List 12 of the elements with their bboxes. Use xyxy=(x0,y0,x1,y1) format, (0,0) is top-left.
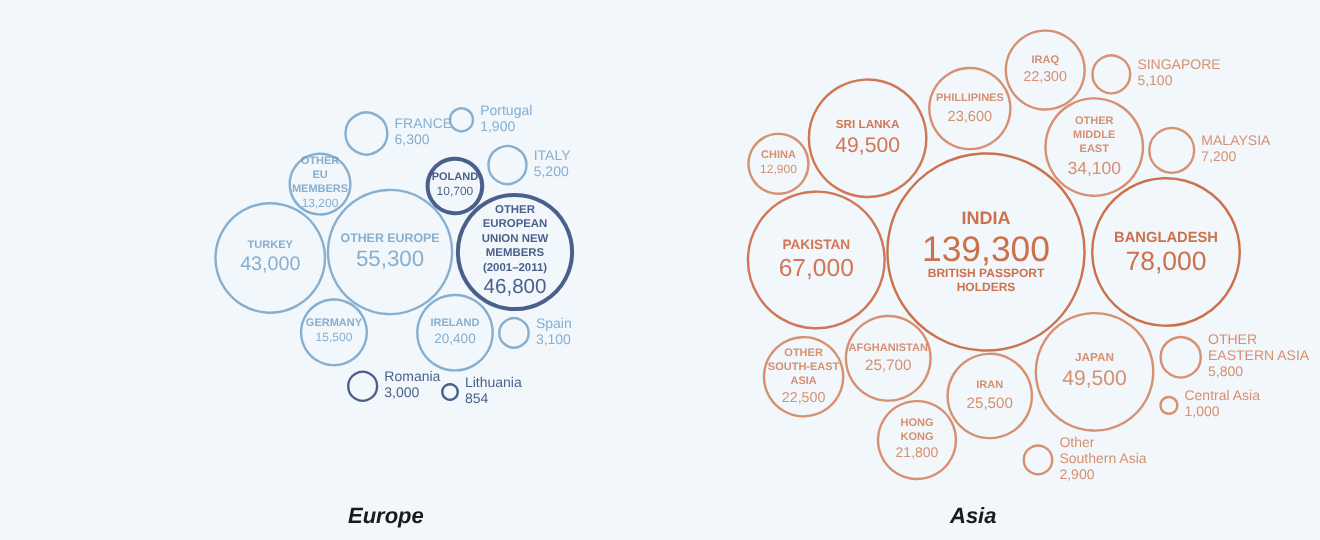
data-label: 34,100 xyxy=(1067,158,1122,179)
data-label: 55,300 xyxy=(355,247,425,272)
legend-label: Europe xyxy=(348,505,424,529)
category-label: INDIA xyxy=(961,208,1012,229)
data-label: 46,800 xyxy=(483,277,547,300)
data-label: 49,500 xyxy=(835,133,901,158)
data-label: 139,300 xyxy=(921,228,1051,269)
data-label: 78,000 xyxy=(1125,245,1207,276)
data-label: 49,500 xyxy=(1062,367,1128,392)
data-label: 67,000 xyxy=(778,254,855,283)
legend-label: Asia xyxy=(948,505,997,529)
data-label: 43,000 xyxy=(240,253,302,276)
